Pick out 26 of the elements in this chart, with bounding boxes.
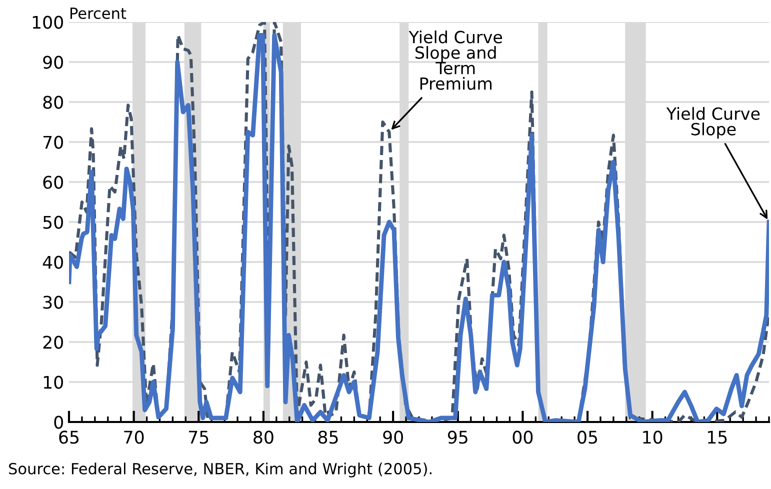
- x-tick-label: 70: [124, 430, 144, 444]
- x-tick-label: 05: [578, 430, 598, 444]
- y-tick-label: 0: [54, 416, 63, 429]
- y-tick-label: 100: [32, 16, 63, 29]
- y-tick-label: 80: [43, 96, 63, 109]
- y-tick-label: 70: [43, 136, 63, 149]
- source-note: Source: Federal Reserve, NBER, Kim and Wright (2005).: [9, 462, 432, 478]
- x-tick-label: 90: [383, 430, 403, 444]
- y-tick-label: 20: [43, 336, 63, 349]
- x-tick-label: 75: [189, 430, 208, 444]
- y-tick-label: 50: [43, 216, 63, 229]
- x-tick-label: 00: [512, 430, 533, 444]
- y-tick-label: 40: [42, 256, 63, 269]
- x-tick-label: 85: [318, 430, 338, 444]
- annotation: Yield Curve Slope: [666, 107, 760, 139]
- annotation: Yield Curve Slope and Term Premium: [408, 30, 502, 90]
- y-tick-label: 90: [43, 56, 63, 69]
- x-tick-label: 95: [448, 430, 468, 444]
- x-tick-label: 80: [254, 430, 274, 444]
- y-tick-label: 60: [43, 176, 63, 189]
- y-tick-label: 10: [44, 376, 63, 389]
- y-tick-label: 30: [43, 296, 63, 309]
- x-tick-label: 10: [643, 430, 662, 444]
- x-tick-label: 15: [708, 430, 727, 444]
- y-axis-title: Percent: [70, 8, 126, 20]
- x-tick-label: 65: [59, 430, 79, 444]
